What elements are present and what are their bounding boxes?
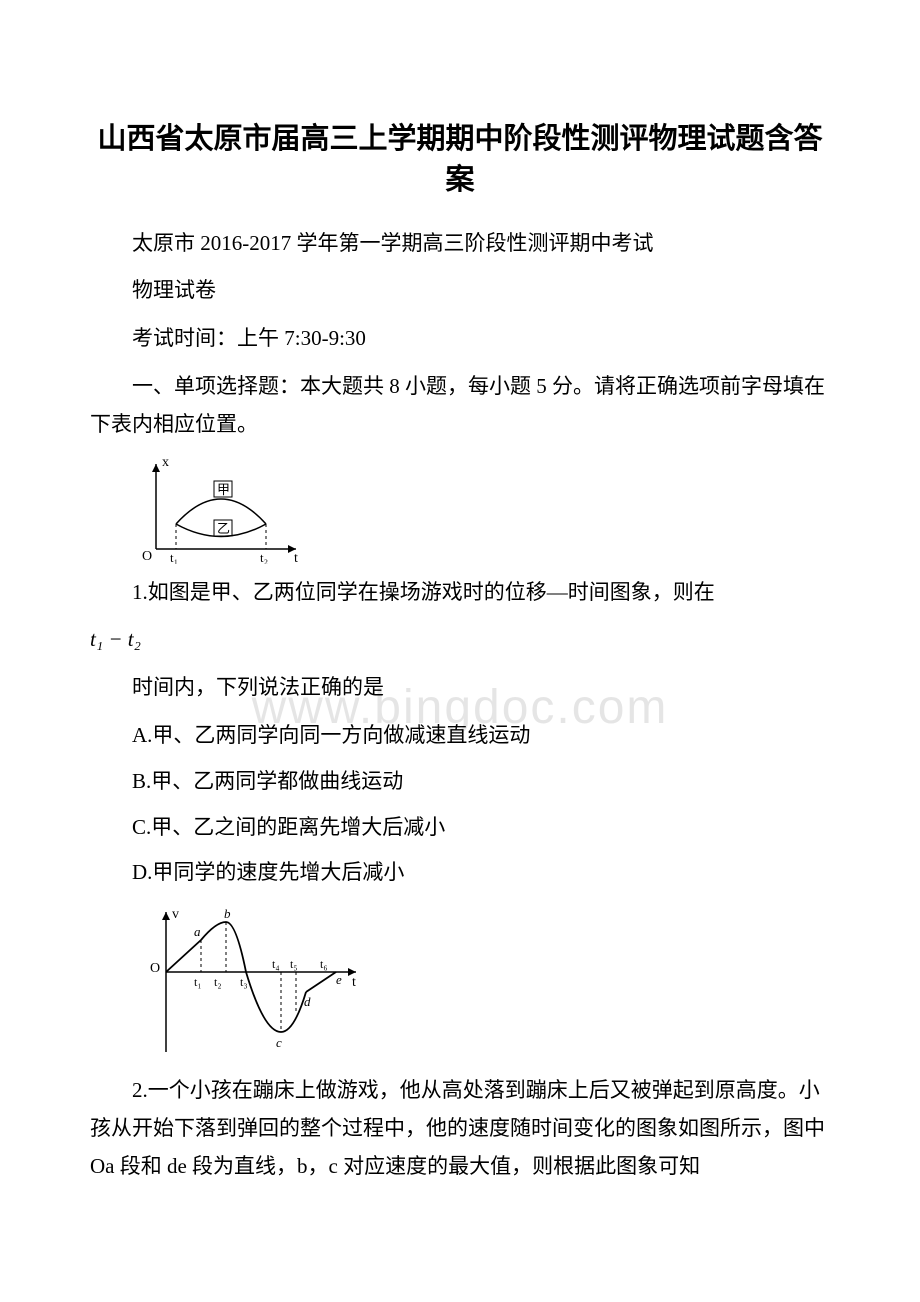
axis-t-label: t xyxy=(294,551,298,564)
q1-option-c: C.甲、乙之间的距离先增大后减小 xyxy=(90,809,830,847)
q1-stem-a: 1.如图是甲、乙两位同学在操场游戏时的位移—时间图象，则在 xyxy=(90,574,830,612)
pt-c: c xyxy=(276,1035,282,1050)
tick-t2: t₂ xyxy=(214,975,222,989)
q1-option-d: D.甲同学的速度先增大后减小 xyxy=(90,854,830,892)
q1-stem-b: 时间内，下列说法正确的是 xyxy=(90,669,830,707)
q2-stem: 2.一个小孩在蹦床上做游戏，他从高处落到蹦床上后又被弹起到原高度。小孩从开始下落… xyxy=(90,1072,830,1185)
q1-formula-text: t₁ − t₂ xyxy=(90,627,141,651)
page-title: 山西省太原市届高三上学期期中阶段性测评物理试题含答案 xyxy=(90,119,830,200)
tick-t4: t₄ xyxy=(272,957,280,971)
pt-b: b xyxy=(224,906,231,921)
yi-label: 乙 xyxy=(217,521,230,536)
pt-d: d xyxy=(304,994,311,1009)
q1-figure: x t O t₁ t₂ 甲 乙 xyxy=(136,454,830,564)
t2-label: t₂ xyxy=(260,550,268,564)
q1-option-a: A.甲、乙两同学向同一方向做减速直线运动 xyxy=(90,717,830,755)
q1-svg: x t O t₁ t₂ 甲 乙 xyxy=(136,454,306,564)
jia-label: 甲 xyxy=(217,482,230,497)
tick-t3: t₃ xyxy=(240,975,248,989)
q2-figure: v t O a b c d e t₁ t₂ xyxy=(136,902,830,1062)
intro-line-3: 考试时间：上午 7:30-9:30 xyxy=(90,320,830,358)
axis-v-label: v xyxy=(172,907,179,922)
tick-t1: t₁ xyxy=(194,975,202,989)
tick-t6: t₆ xyxy=(320,957,328,971)
document-page: www.bingdoc.com 山西省太原市届高三上学期期中阶段性测评物理试题含… xyxy=(0,0,920,1256)
intro-line-2: 物理试卷 xyxy=(90,272,830,310)
intro-line-1: 太原市 2016-2017 学年第一学期高三阶段性测评期中考试 xyxy=(90,225,830,263)
pt-a: a xyxy=(194,924,201,939)
q2-svg: v t O a b c d e t₁ t₂ xyxy=(136,902,366,1062)
q1-option-b: B.甲、乙两同学都做曲线运动 xyxy=(90,763,830,801)
axis-x-label: x xyxy=(162,455,169,470)
tick-t5: t₅ xyxy=(290,957,298,971)
section-heading: 一、单项选择题：本大题共 8 小题，每小题 5 分。请将正确选项前字母填在下表内… xyxy=(90,368,830,444)
origin2-label: O xyxy=(150,961,160,976)
pt-e: e xyxy=(336,972,342,987)
axis-t2-label: t xyxy=(352,975,356,990)
q1-formula: t₁ − t₂ xyxy=(90,621,830,659)
t1-label: t₁ xyxy=(170,550,178,564)
origin-label: O xyxy=(142,549,152,564)
